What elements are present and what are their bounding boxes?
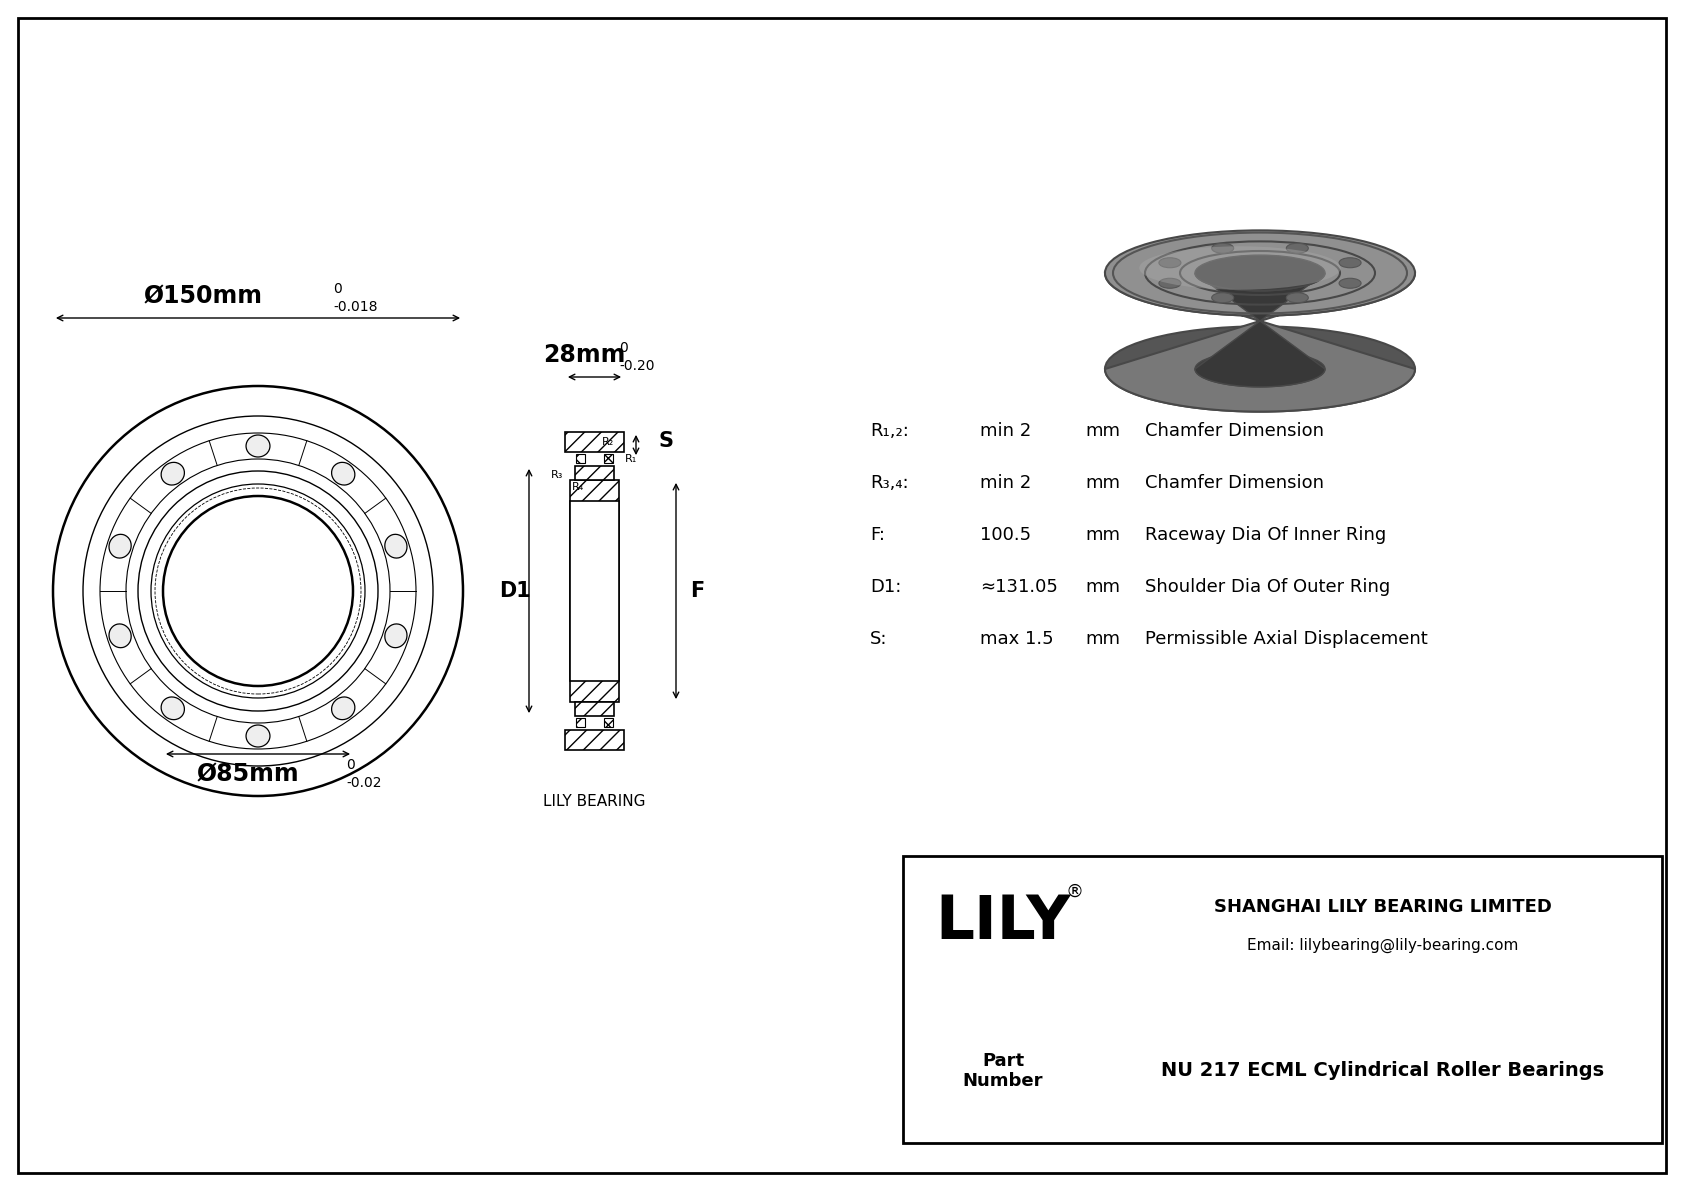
Text: mm: mm (1084, 578, 1120, 596)
Bar (576, 718, 584, 727)
Text: SHANGHAI LILY BEARING LIMITED: SHANGHAI LILY BEARING LIMITED (1214, 898, 1551, 917)
Bar (576, 454, 584, 463)
Polygon shape (1105, 273, 1415, 412)
Ellipse shape (246, 435, 269, 457)
Text: Permissible Axial Displacement: Permissible Axial Displacement (1145, 630, 1428, 648)
Text: Ø85mm: Ø85mm (197, 762, 300, 786)
Text: LILY: LILY (935, 893, 1071, 952)
Text: Email: lilybearing@lily-bearing.com: Email: lilybearing@lily-bearing.com (1246, 937, 1519, 953)
Text: Raceway Dia Of Inner Ring: Raceway Dia Of Inner Ring (1145, 526, 1386, 544)
Text: min 2: min 2 (980, 474, 1031, 492)
Text: Shoulder Dia Of Outer Ring: Shoulder Dia Of Outer Ring (1145, 578, 1391, 596)
Bar (605, 454, 613, 463)
Text: 0: 0 (333, 282, 342, 297)
Text: mm: mm (1084, 474, 1120, 492)
Bar (569, 501, 620, 681)
Text: D1:: D1: (871, 578, 901, 596)
Text: mm: mm (1084, 422, 1120, 439)
Ellipse shape (162, 697, 185, 719)
Ellipse shape (332, 462, 355, 485)
Text: ®: ® (1066, 883, 1084, 900)
Polygon shape (1196, 273, 1325, 387)
Text: R₄: R₄ (573, 482, 584, 492)
Ellipse shape (1212, 293, 1234, 303)
Text: 28mm: 28mm (544, 343, 626, 367)
Bar (574, 466, 615, 480)
Bar (569, 480, 620, 701)
Ellipse shape (162, 462, 185, 485)
Text: -0.20: -0.20 (620, 358, 655, 373)
Ellipse shape (1212, 243, 1234, 254)
Ellipse shape (386, 624, 408, 648)
Ellipse shape (1287, 293, 1308, 303)
Text: LILY BEARING: LILY BEARING (544, 794, 645, 810)
Text: Ø150mm: Ø150mm (143, 283, 263, 308)
Text: 0: 0 (345, 757, 355, 772)
Bar (903, 856, 1662, 1143)
Text: R₃: R₃ (551, 470, 562, 480)
Text: min 2: min 2 (980, 422, 1031, 439)
Bar (605, 718, 613, 727)
Text: Chamfer Dimension: Chamfer Dimension (1145, 474, 1324, 492)
Ellipse shape (1159, 257, 1180, 268)
Text: NU 217 ECML Cylindrical Roller Bearings: NU 217 ECML Cylindrical Roller Bearings (1160, 1061, 1605, 1080)
Text: F: F (690, 581, 704, 601)
Ellipse shape (1140, 247, 1340, 289)
Bar (574, 701, 615, 716)
Text: R₂: R₂ (601, 437, 615, 447)
Ellipse shape (1105, 230, 1415, 316)
Text: S: S (658, 431, 674, 451)
Text: D1: D1 (498, 581, 530, 601)
Ellipse shape (246, 725, 269, 747)
Text: -0.02: -0.02 (345, 777, 382, 790)
Ellipse shape (1105, 326, 1415, 412)
Text: 0: 0 (620, 341, 628, 355)
Ellipse shape (386, 535, 408, 559)
Text: R₃,₄:: R₃,₄: (871, 474, 909, 492)
Ellipse shape (1159, 279, 1180, 288)
Text: 100.5: 100.5 (980, 526, 1031, 544)
Text: mm: mm (1084, 526, 1120, 544)
Text: Chamfer Dimension: Chamfer Dimension (1145, 422, 1324, 439)
Text: S:: S: (871, 630, 887, 648)
Text: R₁,₂:: R₁,₂: (871, 422, 909, 439)
Text: F:: F: (871, 526, 886, 544)
Text: R₁: R₁ (625, 454, 637, 464)
Text: max 1.5: max 1.5 (980, 630, 1054, 648)
Text: Part
Number: Part Number (963, 1052, 1044, 1091)
Ellipse shape (1196, 255, 1325, 291)
Ellipse shape (332, 697, 355, 719)
Ellipse shape (109, 535, 131, 559)
Text: -0.018: -0.018 (333, 300, 377, 314)
Text: ≈131.05: ≈131.05 (980, 578, 1058, 596)
Bar (566, 432, 625, 453)
Text: mm: mm (1084, 630, 1120, 648)
Ellipse shape (1339, 279, 1361, 288)
Ellipse shape (109, 624, 131, 648)
Ellipse shape (1196, 351, 1325, 387)
Ellipse shape (1339, 257, 1361, 268)
Bar (566, 730, 625, 750)
Ellipse shape (1287, 243, 1308, 254)
